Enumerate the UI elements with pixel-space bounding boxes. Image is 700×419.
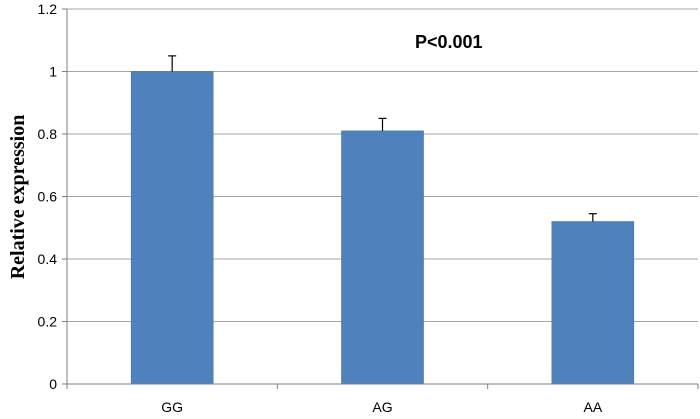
bar-ag [341, 130, 424, 385]
y-tick-label: 1 [49, 64, 57, 80]
y-tick-labels: 0 0.2 0.4 0.6 0.8 1 1.2 [38, 1, 58, 392]
y-tick-label: 0.8 [38, 126, 58, 142]
bar-gg [130, 71, 214, 385]
y-tick-label: 1.2 [38, 1, 58, 17]
bar-aa [551, 221, 635, 385]
axes [62, 8, 699, 389]
x-tick-labels: GG AG AA [161, 399, 603, 415]
bars [130, 71, 635, 385]
x-tick-label: GG [161, 399, 183, 415]
p-value-annotation: P<0.001 [415, 32, 483, 52]
x-tick-label: AA [583, 399, 602, 415]
x-tick-label: AG [372, 399, 392, 415]
y-tick-label: 0.4 [38, 251, 58, 267]
y-tick-label: 0.2 [38, 314, 58, 330]
y-tick-label: 0 [49, 376, 57, 392]
y-axis-label: Relative expression [7, 115, 29, 280]
y-tick-label: 0.6 [38, 189, 58, 205]
error-bars [168, 55, 597, 222]
